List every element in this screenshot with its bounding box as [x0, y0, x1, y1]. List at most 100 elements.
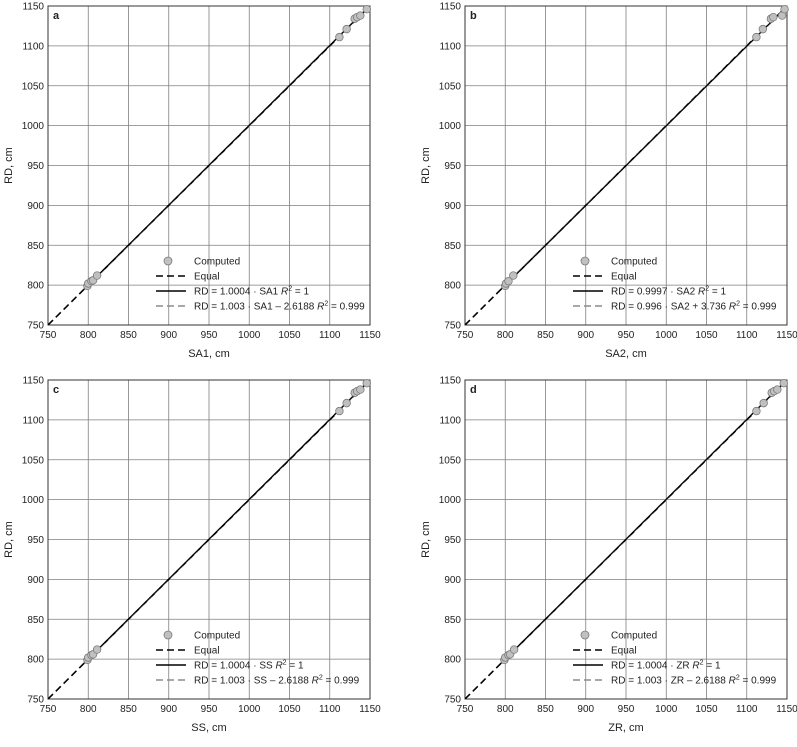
- panel-c-y-axis-label: RD, cm: [3, 521, 15, 558]
- panel-d-legend-computed-label: Computed: [611, 631, 657, 642]
- panel-d-x-tick-label-5: 1000: [655, 704, 678, 715]
- panel-c-point-6: [342, 398, 351, 408]
- chart-panel-c: 750 800 850 900 950 1000 1050 1100 1150 750 800 850…: [3, 376, 381, 735]
- chart-panel-d: 750 800 850 900 950 1000 1050 1100 1150 750 800 850…: [420, 376, 797, 735]
- panel-d-y-tick-label-3: 900: [444, 575, 461, 586]
- panel-a-x-tick-label-4: 950: [201, 330, 218, 341]
- panel-a-point-9: [356, 11, 365, 20]
- panel-b-x-tick-label-0: 750: [457, 330, 474, 341]
- panel-c-x-tick-label-3: 900: [160, 704, 177, 715]
- panel-d-y-axis-label: RD, cm: [420, 521, 432, 558]
- panel-c-y-tick-label-4: 950: [27, 535, 44, 546]
- panel-d-point-9: [773, 385, 782, 394]
- panel-a-y-tick-label-8: 1150: [22, 2, 44, 13]
- panel-c-legend: Computed Equal RD = 1.0004 · SS R2 = 1 RD =…: [156, 631, 360, 687]
- panel-a-frame: [47, 5, 371, 326]
- panel-d-point-10: [779, 378, 788, 388]
- panel-d-x-axis-label: ZR, cm: [608, 722, 643, 734]
- panel-d-x-tick-label-1: 800: [497, 704, 514, 715]
- panel-c-legend-fit2-label: RD = 1.003 · SS – 2.6188 R2 = 0.999: [194, 675, 360, 687]
- panel-d-point-5: [752, 406, 761, 416]
- panel-b-y-tick-label-8: 1150: [439, 2, 461, 13]
- panel-a-legend-equal-label: Equal: [194, 272, 220, 283]
- panel-b-x-tick-label-5: 1000: [655, 330, 678, 341]
- panel-a-x-axis-label: SA1, cm: [188, 348, 230, 360]
- panel-c-fit1-line: [83, 380, 370, 664]
- panel-d-x-tick-label-0: 750: [457, 704, 474, 715]
- panel-a-y-tick-label-6: 1050: [22, 81, 45, 92]
- panel-c-point-9: [356, 385, 365, 394]
- panel-b-point-7: [769, 12, 778, 22]
- panel-b-x-tick-label-4: 950: [618, 330, 635, 341]
- panel-c-y-tick-label-3: 900: [27, 575, 44, 586]
- panel-c-y-tick-label-1: 800: [27, 655, 44, 666]
- panel-a-x-tick-label-8: 1150: [359, 330, 381, 341]
- panel-c-legend-equal-label: Equal: [194, 646, 220, 657]
- panel-b-legend-computed-label: Computed: [611, 257, 657, 268]
- panel-d-x-tick-label-8: 1150: [776, 704, 797, 715]
- panel-d-x-tick-label-4: 950: [618, 704, 635, 715]
- panel-a-y-tick-label-3: 900: [27, 201, 44, 212]
- panel-c-point-10: [362, 378, 371, 388]
- panel-a-y-tick-label-2: 850: [27, 241, 44, 252]
- panel-c-x-tick-label-7: 1100: [319, 704, 341, 715]
- panel-b-y-tick-label-2: 850: [444, 241, 461, 252]
- panel-d-legend-computed-marker: [580, 630, 590, 640]
- panel-c-x-tick-label-4: 950: [201, 704, 218, 715]
- panel-b-legend-equal-label: Equal: [611, 272, 637, 283]
- panel-a-x-tick-label-0: 750: [40, 330, 57, 341]
- panel-d-x-tick-label-7: 1100: [736, 704, 758, 715]
- panel-c-frame: [47, 379, 371, 700]
- panel-b-legend-fit1-label: RD = 0.9997 · SA2 R2 = 1: [611, 286, 727, 298]
- chart-panel-a: 750 800 850 900 950 1000 1050 1100 1150 750 800 850…: [3, 2, 381, 361]
- panel-a-fit1-line: [83, 6, 370, 290]
- panel-a-y-tick-label-7: 1100: [22, 41, 44, 52]
- panel-c-y-tick-label-6: 1050: [22, 455, 45, 466]
- panel-b-x-tick-label-2: 850: [537, 330, 554, 341]
- panel-b-point-4: [752, 32, 761, 42]
- panel-b-y-axis-label: RD, cm: [420, 147, 432, 184]
- panel-c-x-axis-label: SS, cm: [191, 722, 226, 734]
- panel-b-y-tick-label-4: 950: [444, 161, 461, 172]
- panel-d-y-tick-label-5: 1000: [439, 495, 462, 506]
- panel-b-point-2: [504, 276, 513, 286]
- panel-d-y-tick-label-8: 1150: [439, 376, 461, 387]
- panel-d-x-tick-label-3: 900: [577, 704, 594, 715]
- panel-b-x-tick-label-1: 800: [497, 330, 514, 341]
- panel-d-fit1-line: [500, 380, 787, 664]
- panel-d-legend-equal-label: Equal: [611, 646, 637, 657]
- panel-d-y-tick-label-0: 750: [444, 695, 461, 706]
- panel-a-point-4: [92, 271, 102, 280]
- panel-c-point-4: [92, 645, 102, 654]
- panel-b-frame: [464, 5, 788, 326]
- panel-a-legend-fit2-label: RD = 1.003 · SA1 – 2.6188 R2 = 0.999: [194, 301, 365, 313]
- panel-a-legend-computed-label: Computed: [194, 257, 240, 268]
- panel-a-y-tick-label-0: 750: [27, 321, 44, 332]
- panel-b-legend-fit2-label: RD = 0.996 · SA2 + 3.736 R2 = 0.999: [611, 301, 777, 313]
- panel-c-x-tick-label-2: 850: [120, 704, 137, 715]
- panel-c-y-tick-label-0: 750: [27, 695, 44, 706]
- panel-b-y-tick-label-5: 1000: [439, 121, 462, 132]
- panel-b-legend-computed-marker: [580, 256, 590, 266]
- panel-d-y-tick-label-7: 1100: [439, 415, 461, 426]
- panel-a-y-tick-label-5: 1000: [22, 121, 45, 132]
- panel-a-point-5: [335, 32, 344, 42]
- panel-b-point-3: [509, 271, 518, 280]
- panel-b-y-tick-label-6: 1050: [439, 81, 462, 92]
- panel-a-x-tick-label-6: 1050: [278, 330, 301, 341]
- panel-a-x-tick-label-7: 1100: [319, 330, 341, 341]
- panel-d-letter: d: [470, 384, 477, 396]
- panel-d-y-tick-label-4: 950: [444, 535, 461, 546]
- panel-d-y-tick-label-6: 1050: [439, 455, 462, 466]
- panel-b-point-9: [780, 4, 789, 14]
- panel-a-y-tick-label-1: 800: [27, 281, 44, 292]
- panel-a-y-tick-label-4: 950: [27, 161, 44, 172]
- panel-a-x-tick-label-2: 850: [120, 330, 137, 341]
- panel-a-x-tick-label-1: 800: [80, 330, 97, 341]
- panel-b-x-tick-label-8: 1150: [776, 330, 797, 341]
- panel-b-y-tick-label-3: 900: [444, 201, 461, 212]
- panel-d-legend-fit1-label: RD = 1.0004 · ZR R2 = 1: [611, 660, 721, 672]
- panel-c-y-tick-label-7: 1100: [22, 415, 44, 426]
- panel-c-y-tick-label-5: 1000: [22, 495, 45, 506]
